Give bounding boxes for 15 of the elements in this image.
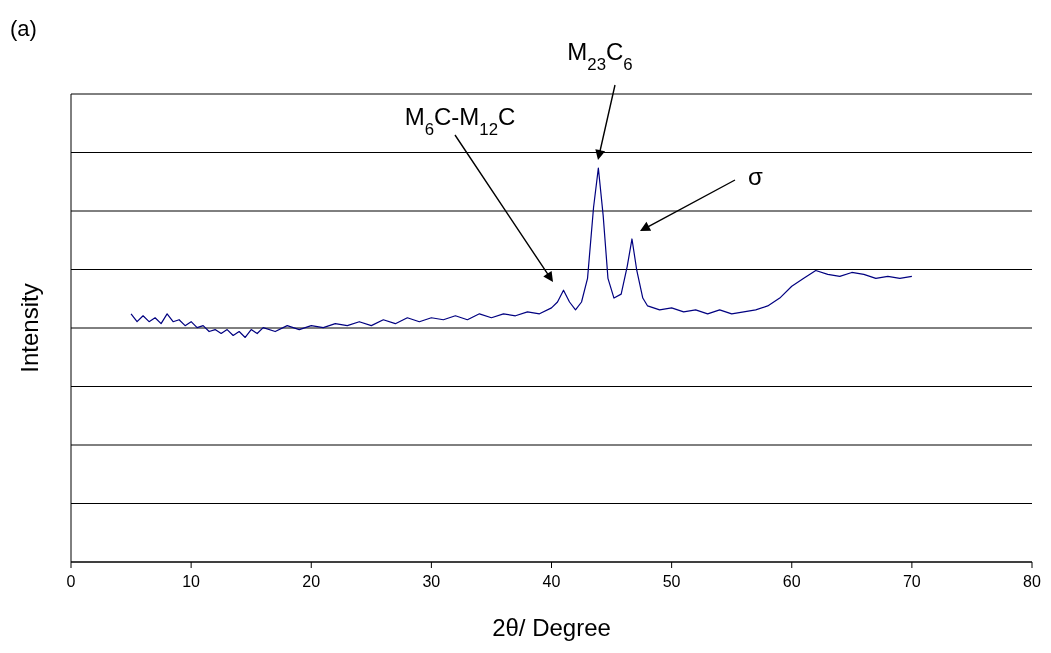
text: M$_{23}$C$_{6}$ [567,38,633,74]
x-tick-label: 40 [542,573,561,590]
x-tick-label: 60 [782,573,801,590]
x-tick-label: 80 [1023,573,1041,590]
text: M$_{6}$C-M$_{12}$C [404,103,516,139]
annotation: σ [748,163,763,190]
x-tick-label: 50 [662,573,681,590]
x-tick-label: 10 [182,573,201,590]
text: (a) [10,16,37,41]
y-axis-title: Intensity [16,283,43,373]
x-tick-label: 30 [422,573,441,590]
x-tick-label: 0 [66,573,76,590]
x-tick-label: 70 [902,573,921,590]
x-axis-title: 2θ/ Degree [492,614,611,641]
x-tick-label: 20 [302,573,321,590]
